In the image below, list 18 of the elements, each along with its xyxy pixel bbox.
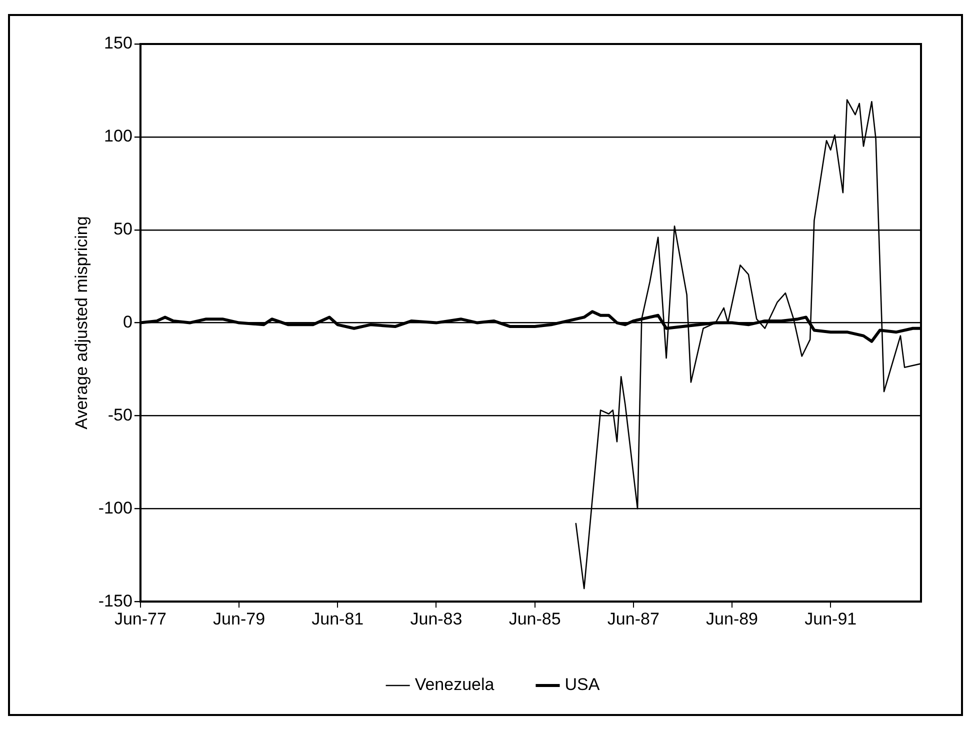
- legend-label: USA: [564, 675, 600, 694]
- x-tick-label: Jun-77: [114, 609, 166, 628]
- legend-label: Venezuela: [414, 675, 495, 694]
- x-tick-label: Jun-89: [706, 609, 758, 628]
- y-tick-label: -150: [98, 591, 132, 610]
- y-tick-label: -100: [98, 498, 132, 518]
- y-tick-label: 0: [122, 312, 132, 332]
- x-tick-label: Jun-83: [410, 609, 462, 628]
- x-tick-label: Jun-87: [607, 609, 660, 628]
- x-tick-label: Jun-85: [508, 609, 561, 628]
- x-tick-label: Jun-91: [804, 609, 857, 628]
- y-tick-label: -50: [108, 405, 132, 424]
- x-tick-label: Jun-81: [312, 609, 364, 628]
- y-tick-label: 100: [104, 126, 132, 146]
- x-tick-label: Jun-79: [213, 609, 266, 628]
- y-tick-label: 50: [114, 220, 132, 239]
- y-tick-label: 150: [104, 34, 132, 53]
- y-axis-title: Average adjusted mispricing: [72, 216, 91, 430]
